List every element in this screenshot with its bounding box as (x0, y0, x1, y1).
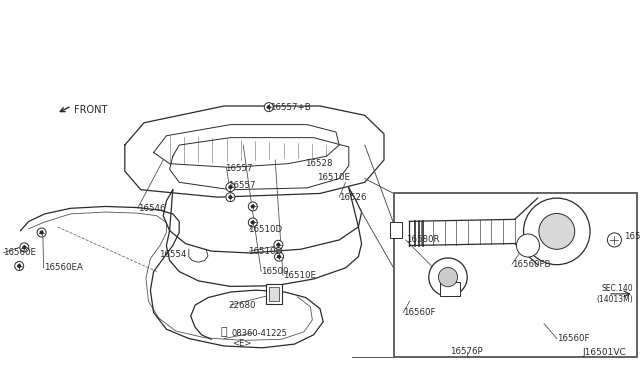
Text: 16560F: 16560F (403, 308, 436, 317)
Text: 16560D: 16560D (624, 232, 640, 241)
Circle shape (18, 264, 20, 267)
Circle shape (15, 262, 24, 270)
Text: 16560EA: 16560EA (44, 263, 83, 272)
Bar (266, 284, 282, 304)
Text: SEC.140
(14013M): SEC.140 (14013M) (597, 284, 634, 304)
Bar (394, 193, 637, 357)
Text: 16510E: 16510E (317, 173, 351, 182)
Circle shape (248, 202, 257, 211)
Bar (390, 222, 401, 238)
Text: 16557: 16557 (228, 182, 256, 190)
Circle shape (37, 228, 46, 237)
Bar (440, 282, 460, 296)
Circle shape (524, 198, 590, 264)
Text: 16554: 16554 (159, 250, 186, 259)
Circle shape (278, 255, 280, 258)
Text: 16510D: 16510D (248, 225, 282, 234)
Circle shape (275, 252, 284, 261)
Text: 16500: 16500 (261, 267, 289, 276)
Circle shape (274, 240, 283, 249)
Circle shape (229, 186, 232, 189)
Circle shape (23, 246, 26, 249)
Circle shape (20, 243, 29, 252)
Circle shape (607, 233, 621, 247)
Text: 16510E: 16510E (283, 271, 316, 280)
Bar (269, 287, 279, 301)
Text: 16526: 16526 (339, 193, 367, 202)
Text: 16560F: 16560F (557, 334, 589, 343)
Circle shape (539, 214, 575, 249)
Text: Ⓢ: Ⓢ (220, 327, 227, 337)
Text: FRONT: FRONT (74, 105, 107, 115)
Circle shape (252, 221, 254, 224)
Text: 16560E: 16560E (3, 248, 36, 257)
Text: 16510D: 16510D (248, 247, 282, 256)
Text: 16546: 16546 (138, 204, 165, 213)
Circle shape (226, 183, 235, 192)
Text: J16501VC: J16501VC (582, 348, 626, 357)
Text: 16580R: 16580R (406, 235, 439, 244)
Text: 22680: 22680 (228, 301, 256, 310)
Text: 08360-41225
<E>: 08360-41225 <E> (232, 329, 287, 348)
Circle shape (226, 193, 235, 202)
Text: 16576P: 16576P (450, 347, 482, 356)
Text: 16557+B: 16557+B (270, 103, 311, 112)
Circle shape (268, 106, 270, 109)
Circle shape (40, 231, 43, 234)
Circle shape (264, 103, 273, 112)
Circle shape (252, 205, 254, 208)
Circle shape (438, 267, 458, 287)
Circle shape (277, 243, 280, 246)
Circle shape (248, 218, 257, 227)
Text: 16528: 16528 (305, 159, 332, 168)
Text: 16560FB: 16560FB (512, 260, 550, 269)
Circle shape (229, 196, 232, 199)
Circle shape (429, 258, 467, 296)
Circle shape (516, 234, 540, 257)
Text: 16557: 16557 (225, 164, 253, 173)
